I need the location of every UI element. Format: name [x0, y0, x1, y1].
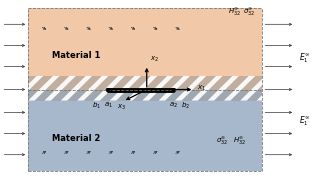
- Polygon shape: [126, 76, 158, 101]
- Polygon shape: [28, 76, 60, 101]
- Text: $b_2$: $b_2$: [181, 101, 190, 111]
- Polygon shape: [224, 76, 255, 101]
- Text: $b_1$: $b_1$: [92, 101, 101, 111]
- Text: $a_1$: $a_1$: [104, 101, 113, 110]
- Text: $a_2$: $a_2$: [169, 101, 178, 110]
- Bar: [28, 90, 262, 171]
- Polygon shape: [12, 76, 43, 101]
- Text: $x_1$: $x_1$: [197, 84, 206, 93]
- Text: $\sigma_{32}^{\infty}$: $\sigma_{32}^{\infty}$: [243, 6, 255, 18]
- Polygon shape: [77, 76, 109, 101]
- Text: $E_1^{\infty}$: $E_1^{\infty}$: [300, 114, 311, 128]
- Polygon shape: [93, 76, 125, 101]
- Polygon shape: [142, 76, 174, 101]
- Polygon shape: [273, 76, 304, 101]
- Ellipse shape: [105, 88, 111, 91]
- Text: $E_1^{\infty}$: $E_1^{\infty}$: [300, 51, 311, 65]
- Polygon shape: [256, 76, 288, 101]
- Text: $H_{32}^{\infty}$: $H_{32}^{\infty}$: [228, 6, 241, 18]
- Bar: [28, 8, 262, 90]
- Text: $\sigma_{32}^{\infty}$: $\sigma_{32}^{\infty}$: [217, 135, 229, 147]
- Polygon shape: [305, 76, 312, 101]
- Polygon shape: [0, 76, 11, 101]
- Text: Material 2: Material 2: [52, 134, 100, 143]
- Polygon shape: [191, 76, 223, 101]
- Text: $x_2$: $x_2$: [150, 55, 159, 64]
- Polygon shape: [207, 76, 239, 101]
- Polygon shape: [240, 76, 272, 101]
- Polygon shape: [0, 76, 27, 101]
- Polygon shape: [158, 76, 190, 101]
- Text: $H_{32}^{\infty}$: $H_{32}^{\infty}$: [233, 135, 246, 147]
- Bar: [28, 76, 262, 101]
- Polygon shape: [61, 76, 92, 101]
- Polygon shape: [175, 76, 206, 101]
- Text: Material 1: Material 1: [52, 51, 100, 60]
- Polygon shape: [110, 76, 141, 101]
- Ellipse shape: [171, 88, 176, 91]
- Polygon shape: [44, 76, 76, 101]
- Text: $x_3$: $x_3$: [117, 103, 126, 112]
- Polygon shape: [289, 76, 312, 101]
